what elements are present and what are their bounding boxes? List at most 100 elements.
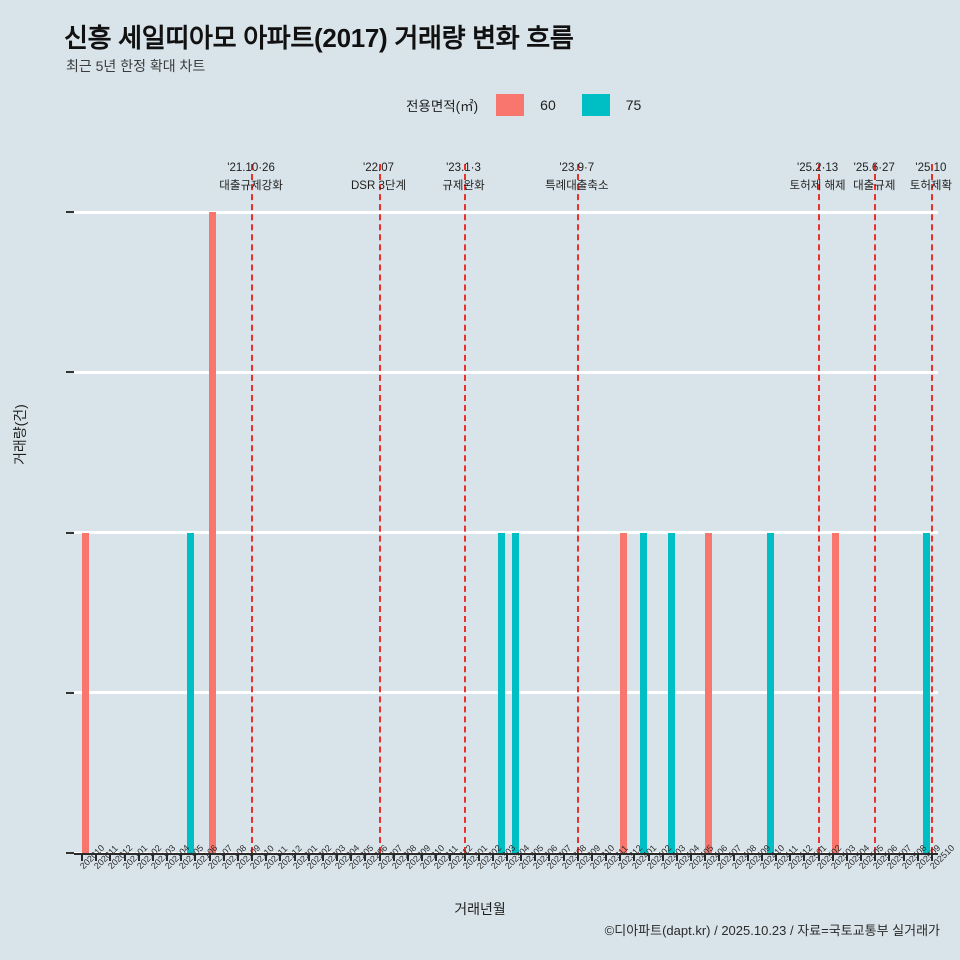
x-tick-mark xyxy=(166,853,169,861)
x-tick-mark xyxy=(463,853,466,861)
event-date: '25.2·13 xyxy=(796,162,839,174)
legend-label-60: 60 xyxy=(540,97,556,113)
y-gridline xyxy=(74,531,938,534)
y-tick-mark xyxy=(66,852,74,854)
event-line-202110 xyxy=(251,164,254,853)
bar-75-202411[interactable] xyxy=(767,532,775,853)
event-label-202110: '21.10·26 대출규제강화 xyxy=(219,160,282,196)
event-date: '25.10 xyxy=(915,162,947,174)
x-tick-mark xyxy=(293,853,296,861)
event-date: '23.1·3 xyxy=(446,162,481,174)
event-line-202207 xyxy=(378,164,381,853)
x-tick-mark xyxy=(81,853,84,861)
y-axis-title: 거래량(건) xyxy=(12,404,28,465)
x-tick-mark xyxy=(760,853,763,861)
plot-area: 0.00.51.01.52.0 xyxy=(66,210,938,855)
x-tick-mark xyxy=(902,853,905,861)
x-tick-mark xyxy=(378,853,381,861)
x-tick-mark xyxy=(151,853,154,861)
bar-75-202304[interactable] xyxy=(498,532,506,853)
event-label-202510: '25.10 토허제확 xyxy=(910,160,952,196)
x-tick-mark xyxy=(930,853,933,861)
x-tick-mark xyxy=(435,853,438,861)
event-name: DSR 3단계 xyxy=(351,179,407,192)
x-tick-mark xyxy=(236,853,239,861)
y-gridline xyxy=(74,691,938,695)
event-date: '25.6·27 xyxy=(853,162,895,174)
event-line-202309 xyxy=(576,164,579,853)
bar-60-202312[interactable] xyxy=(620,532,627,853)
legend: 전용면적(㎡) 60 75 xyxy=(406,92,667,118)
x-tick-mark xyxy=(562,853,565,861)
event-name: 토허제 해제 xyxy=(789,179,846,192)
bar-75-202106[interactable] xyxy=(186,532,194,853)
bar-75-202510[interactable] xyxy=(923,532,931,853)
event-date: '23.9·7 xyxy=(559,162,595,174)
x-tick-mark xyxy=(704,853,707,861)
x-axis-title: 거래년월 xyxy=(454,901,506,917)
bar-75-202402[interactable] xyxy=(639,532,647,853)
y-tick-mark xyxy=(66,691,74,694)
x-tick-mark xyxy=(506,853,508,861)
x-tick-mark xyxy=(746,853,749,861)
x-tick-mark xyxy=(123,853,126,861)
event-label-202502: '25.2·13 토허제 해제 xyxy=(790,160,846,196)
x-tick-mark xyxy=(222,853,225,861)
event-date: '21.10·26 xyxy=(227,162,275,174)
x-tick-mark xyxy=(449,853,452,861)
x-tick-mark xyxy=(775,853,778,861)
legend-item-60[interactable]: 60 xyxy=(496,94,582,116)
x-tick-mark xyxy=(336,853,339,861)
x-tick-mark xyxy=(633,853,636,861)
x-tick-mark xyxy=(279,853,282,861)
y-tick-mark xyxy=(66,531,74,534)
x-tick-mark xyxy=(180,853,183,861)
x-tick-mark xyxy=(619,853,622,861)
event-line-202301 xyxy=(463,164,466,853)
x-tick-mark xyxy=(392,853,395,861)
legend-swatch-60 xyxy=(496,94,525,116)
event-line-202506 xyxy=(874,164,877,853)
x-tick-mark xyxy=(137,853,140,861)
legend-title: 전용면적(㎡) xyxy=(406,99,479,114)
x-tick-mark xyxy=(109,853,112,861)
x-tick-mark xyxy=(307,853,310,861)
bar-75-202404[interactable] xyxy=(668,532,676,853)
x-tick-mark xyxy=(194,853,197,861)
page-title: 신흥 세일띠아모 아파트(2017) 거래량 변화 흐름 xyxy=(64,23,574,53)
event-name: 규제완화 xyxy=(442,179,485,192)
x-tick-mark xyxy=(789,853,792,861)
bar-60-202010[interactable] xyxy=(81,532,89,853)
x-tick-mark xyxy=(406,853,409,861)
event-label-202309: '23.9·7 특례대출축소 xyxy=(545,160,608,196)
x-tick-mark xyxy=(831,853,834,861)
x-tick-mark xyxy=(251,853,254,861)
event-label-202301: '23.1·3 규제완화 xyxy=(442,160,484,196)
x-tick-mark xyxy=(265,853,268,861)
event-name: 대출규제강화 xyxy=(219,179,283,192)
y-tick-mark xyxy=(66,371,74,374)
x-tick-mark xyxy=(817,853,820,861)
event-name: 대출규제 xyxy=(853,179,896,192)
y-gridline xyxy=(74,370,938,374)
event-name: 특례대출축소 xyxy=(545,179,609,192)
x-tick-mark xyxy=(888,853,891,861)
x-tick-mark xyxy=(732,853,735,861)
event-line-202510 xyxy=(930,164,933,853)
bar-60-202107[interactable] xyxy=(209,212,217,853)
x-tick-mark xyxy=(675,853,678,861)
legend-swatch-75 xyxy=(581,94,610,116)
bar-60-202503[interactable] xyxy=(832,532,840,853)
page-subtitle: 최근 5년 한정 확대 차트 xyxy=(66,58,206,74)
x-tick-mark xyxy=(576,853,579,861)
bar-75-202305[interactable] xyxy=(512,532,520,853)
x-tick-mark xyxy=(803,853,806,861)
legend-item-75[interactable]: 75 xyxy=(581,94,668,116)
event-label-202207: '22.07 DSR 3단계 xyxy=(351,160,406,196)
x-tick-mark xyxy=(520,853,523,861)
x-tick-mark xyxy=(350,853,353,861)
bar-60-202406[interactable] xyxy=(704,532,712,853)
footer-credit: ©디아파트(dapt.kr) / 2025.10.23 / 자료=국토교통부 실… xyxy=(604,923,940,938)
x-tick-mark xyxy=(477,853,480,861)
